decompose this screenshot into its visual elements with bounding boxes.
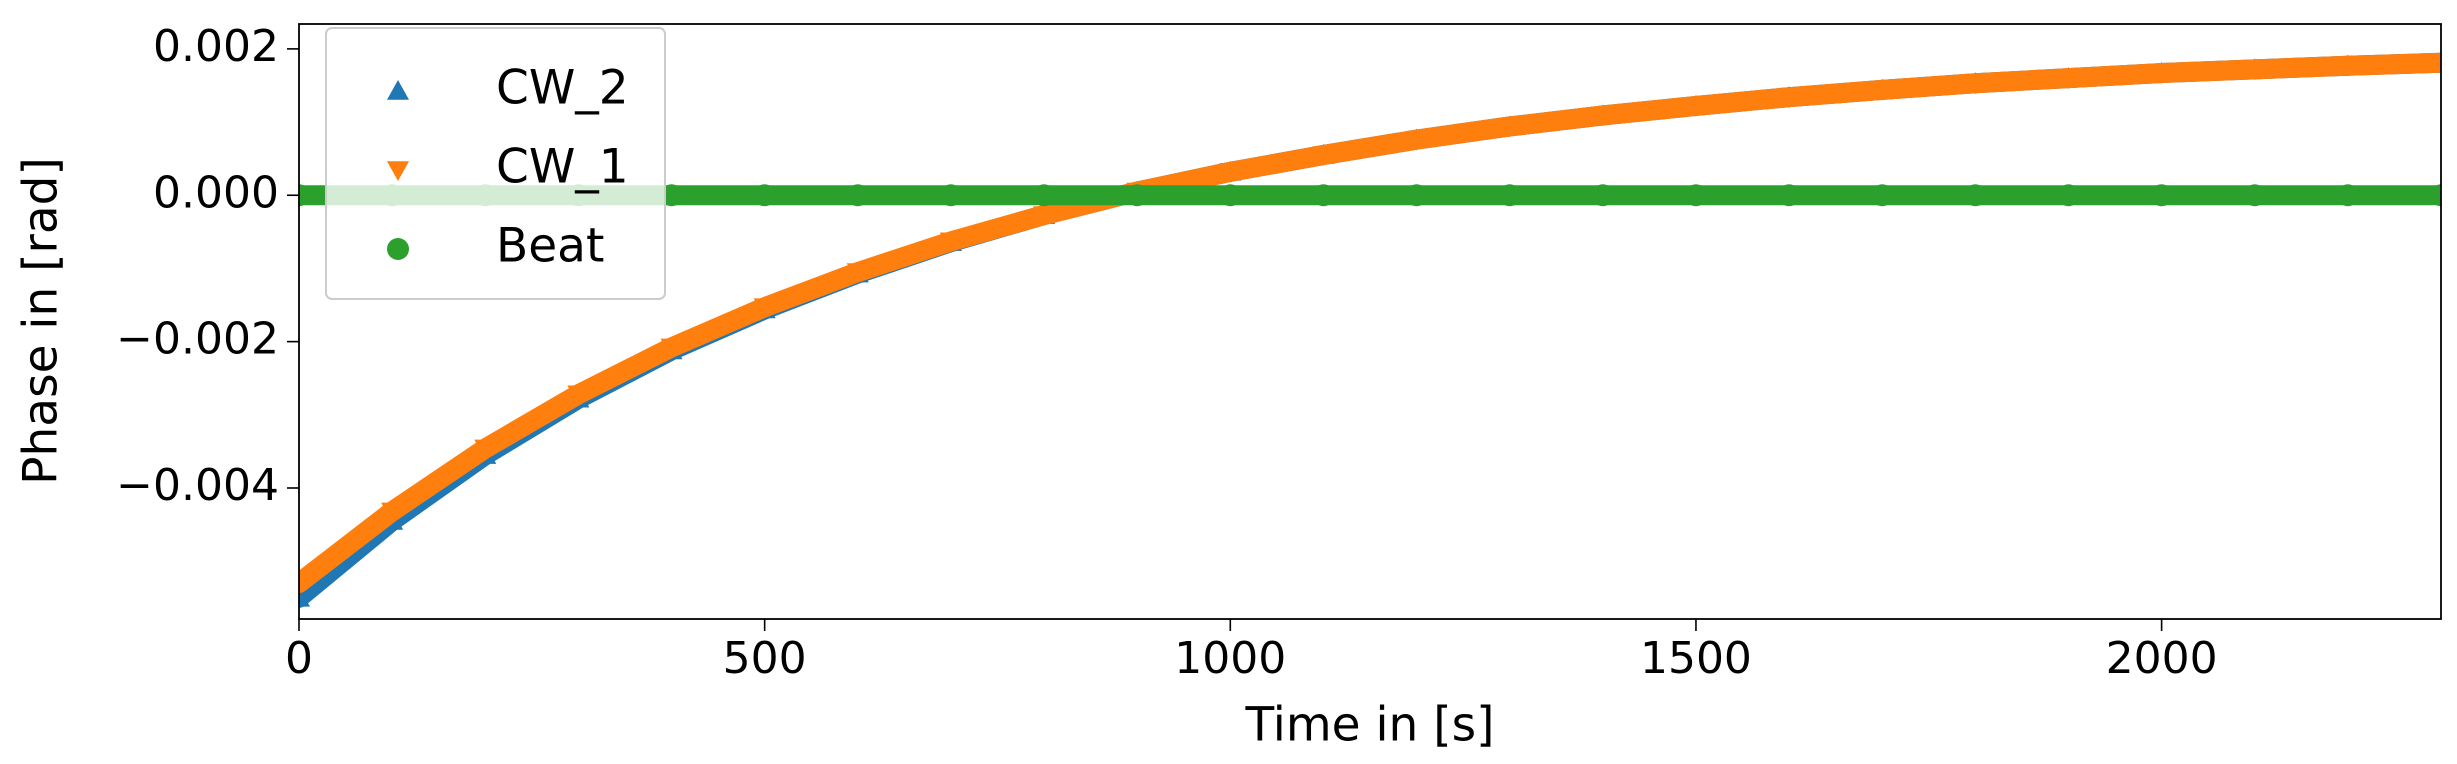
- point: [1126, 184, 1149, 207]
- point: [1033, 184, 1056, 207]
- legend-marker: [387, 161, 409, 181]
- legend-label: Beat: [496, 219, 604, 274]
- legend-box: [325, 27, 666, 300]
- point: [2336, 56, 2359, 77]
- point: [2336, 184, 2359, 207]
- point: [2057, 184, 2080, 207]
- point: [939, 184, 962, 207]
- point: [753, 184, 776, 207]
- point: [1219, 163, 1242, 183]
- point: [1591, 106, 1614, 127]
- point: [846, 184, 869, 207]
- x-tick-label: 2000: [2106, 633, 2218, 684]
- point: [2150, 64, 2173, 85]
- point: [2243, 184, 2266, 207]
- point: [1219, 184, 1242, 207]
- point: [1033, 206, 1056, 227]
- plot-frame: [298, 23, 2442, 620]
- legend-marker: [387, 238, 409, 260]
- y-tick-label: −0.002: [116, 314, 279, 365]
- point: [660, 184, 683, 207]
- point: [1964, 74, 1987, 95]
- point: [2430, 184, 2441, 207]
- point: [1684, 97, 1707, 117]
- point: [2150, 184, 2173, 207]
- point: [1498, 117, 1521, 138]
- point: [1312, 184, 1335, 207]
- x-tick-label: 0: [285, 633, 313, 684]
- point: [2243, 60, 2266, 81]
- point: [1778, 184, 1801, 207]
- x-tick-label: 1000: [1174, 633, 1286, 684]
- point: [299, 586, 310, 607]
- point: [1591, 184, 1614, 207]
- x-axis-label: Time in [s]: [1245, 698, 1495, 753]
- x-tick-label: 1500: [1640, 633, 1752, 684]
- point: [1684, 184, 1707, 207]
- point: [2430, 53, 2441, 74]
- point: [567, 385, 590, 406]
- legend-label: CW_1: [496, 140, 629, 195]
- legend-marker: [387, 80, 409, 100]
- y-axis-label: Phase in [rad]: [14, 157, 69, 485]
- point: [1778, 88, 1801, 109]
- y-tick-label: 0.002: [153, 21, 279, 72]
- point: [381, 502, 404, 523]
- point: [660, 338, 683, 359]
- y-tick-label: −0.004: [116, 460, 279, 511]
- point: [1312, 146, 1335, 167]
- y-tick-label: 0.000: [153, 167, 279, 218]
- point: [1405, 130, 1428, 151]
- point: [939, 232, 962, 253]
- point: [1964, 184, 1987, 207]
- point: [1871, 184, 1894, 207]
- point: [2057, 69, 2080, 90]
- point: [1405, 184, 1428, 207]
- legend-label: CW_2: [496, 61, 629, 116]
- point: [753, 298, 776, 319]
- point: [1498, 184, 1521, 207]
- series-band: [299, 52, 2441, 594]
- point: [299, 574, 310, 595]
- x-tick-label: 500: [723, 633, 807, 684]
- point: [299, 184, 310, 207]
- point: [474, 439, 497, 460]
- point: [846, 263, 869, 284]
- point: [1871, 81, 1894, 101]
